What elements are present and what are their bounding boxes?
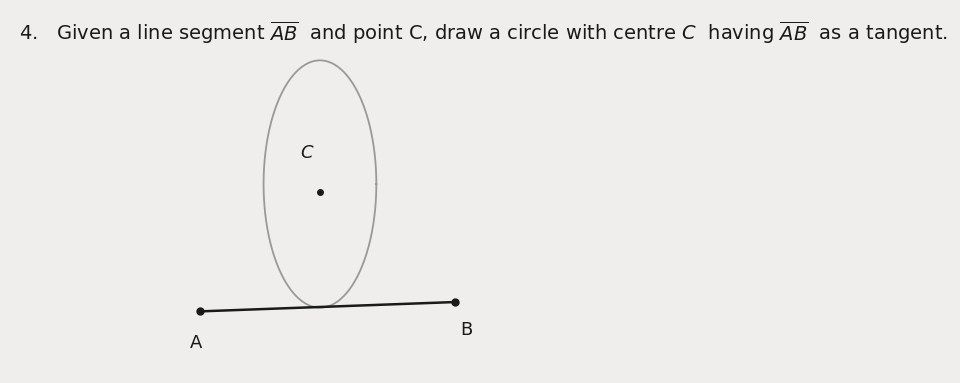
Text: C: C — [300, 144, 313, 162]
Text: A: A — [190, 334, 203, 352]
Text: B: B — [461, 321, 472, 339]
Text: 4.   Given a line segment $\overline{AB}$  and point C, draw a circle with centr: 4. Given a line segment $\overline{AB}$ … — [19, 19, 948, 46]
